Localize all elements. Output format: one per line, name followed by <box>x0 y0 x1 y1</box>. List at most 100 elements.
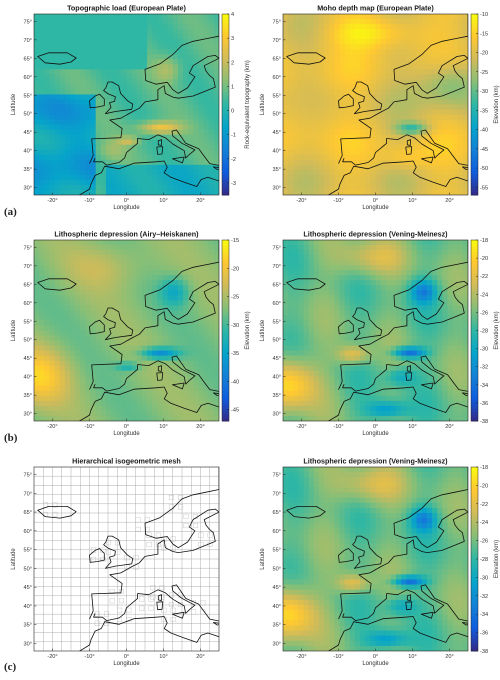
colorbar-tick-label: -1 <box>231 133 236 139</box>
heatmap-cell <box>198 275 205 281</box>
heatmap-cell <box>370 54 377 60</box>
heatmap-cell <box>396 179 402 186</box>
heatmap-cell <box>198 189 205 195</box>
heatmap-cell <box>85 139 92 146</box>
heatmap-cell <box>203 34 210 40</box>
heatmap-cell <box>385 295 392 301</box>
heatmap-cell <box>75 330 81 337</box>
heatmap-cell <box>85 109 92 116</box>
heatmap-cell <box>111 59 117 65</box>
heatmap-cell <box>95 335 102 342</box>
heatmap-cell <box>308 320 315 327</box>
heatmap-cell <box>141 275 148 281</box>
heatmap-cell <box>298 114 305 121</box>
heatmap-cell <box>437 19 443 25</box>
heatmap-cell <box>208 260 215 266</box>
heatmap-cell <box>152 129 158 136</box>
heatmap-cell <box>396 285 402 291</box>
heatmap-cell <box>303 94 310 101</box>
heatmap-cell <box>452 19 459 25</box>
heatmap-cell <box>360 149 366 156</box>
heatmap-cell <box>203 320 210 327</box>
x-axis-label: Longitude <box>362 205 389 211</box>
heatmap-cell <box>100 139 107 146</box>
heatmap-cell <box>147 174 153 181</box>
heatmap-cell <box>49 144 56 151</box>
heatmap-cell <box>95 255 102 261</box>
heatmap-cell <box>172 24 179 30</box>
heatmap-cell <box>396 280 402 286</box>
heatmap-cell <box>90 350 97 357</box>
heatmap-cell <box>193 129 200 136</box>
heatmap-cell <box>136 410 143 417</box>
heatmap-cell <box>334 69 341 75</box>
heatmap-cell <box>396 64 402 70</box>
heatmap-cell <box>162 64 169 70</box>
heatmap-cell <box>375 59 382 65</box>
x-tick-label: 0° <box>124 424 129 430</box>
heatmap-cell <box>437 129 443 136</box>
heatmap-cell <box>193 315 200 322</box>
heatmap-cell <box>375 184 382 191</box>
heatmap-cell <box>152 104 158 111</box>
heatmap-cell <box>401 330 407 337</box>
heatmap-cell <box>167 39 174 45</box>
heatmap-cell <box>375 124 382 131</box>
heatmap-cell <box>390 154 397 161</box>
heatmap-cell <box>59 174 66 181</box>
heatmap-cell <box>54 89 61 96</box>
heatmap-cell <box>385 290 392 296</box>
heatmap-cell <box>177 265 184 271</box>
heatmap-cell <box>344 79 351 85</box>
heatmap-cell <box>452 164 459 171</box>
heatmap-cell <box>437 59 443 65</box>
y-tick-label: 55° <box>24 93 32 99</box>
heatmap-cell <box>360 335 366 342</box>
heatmap-cell <box>49 14 56 20</box>
heatmap-cell <box>354 325 361 332</box>
heatmap-cell <box>116 255 122 261</box>
heatmap-cell <box>457 124 464 131</box>
heatmap-cell <box>406 69 413 75</box>
heatmap-cell <box>213 109 219 116</box>
heatmap-cell <box>298 104 305 111</box>
coastline-segment <box>93 355 219 392</box>
heatmap-cell <box>167 390 174 397</box>
heatmap-cell <box>452 89 459 96</box>
heatmap-cell <box>432 44 438 50</box>
y-tick-label: 60° <box>24 75 32 81</box>
heatmap-cell <box>432 290 438 296</box>
heatmap-cell <box>100 174 107 181</box>
heatmap-cell <box>39 270 45 276</box>
heatmap-cell <box>188 69 194 75</box>
heatmap-cell <box>34 69 40 75</box>
heatmap-cell <box>121 14 128 20</box>
heatmap-cell <box>64 355 71 362</box>
heatmap-cell <box>437 250 443 256</box>
heatmap-cell <box>339 39 346 45</box>
heatmap-cell <box>90 310 97 317</box>
heatmap-cell <box>111 305 117 311</box>
heatmap-cell <box>334 305 341 311</box>
heatmap-cell <box>375 44 382 50</box>
heatmap-cell <box>121 375 128 382</box>
heatmap-cell <box>111 69 117 75</box>
heatmap-cell <box>308 94 315 101</box>
heatmap-cell <box>457 154 464 161</box>
heatmap-cell <box>121 29 128 35</box>
heatmap-cell <box>303 250 310 256</box>
heatmap-cell <box>69 395 76 402</box>
heatmap-cell <box>90 260 97 266</box>
colorbar-segment <box>222 158 229 163</box>
heatmap-cell <box>303 189 310 195</box>
heatmap-cell <box>152 114 158 121</box>
heatmap-cell <box>147 340 153 347</box>
colorbar-segment <box>222 179 229 184</box>
heatmap-cell <box>188 275 194 281</box>
heatmap-cell <box>334 250 341 256</box>
heatmap-cell <box>80 270 86 276</box>
heatmap-cell <box>44 340 51 347</box>
heatmap-cell <box>100 24 107 30</box>
heatmap-cell <box>426 144 433 151</box>
heatmap-cell <box>100 114 107 121</box>
